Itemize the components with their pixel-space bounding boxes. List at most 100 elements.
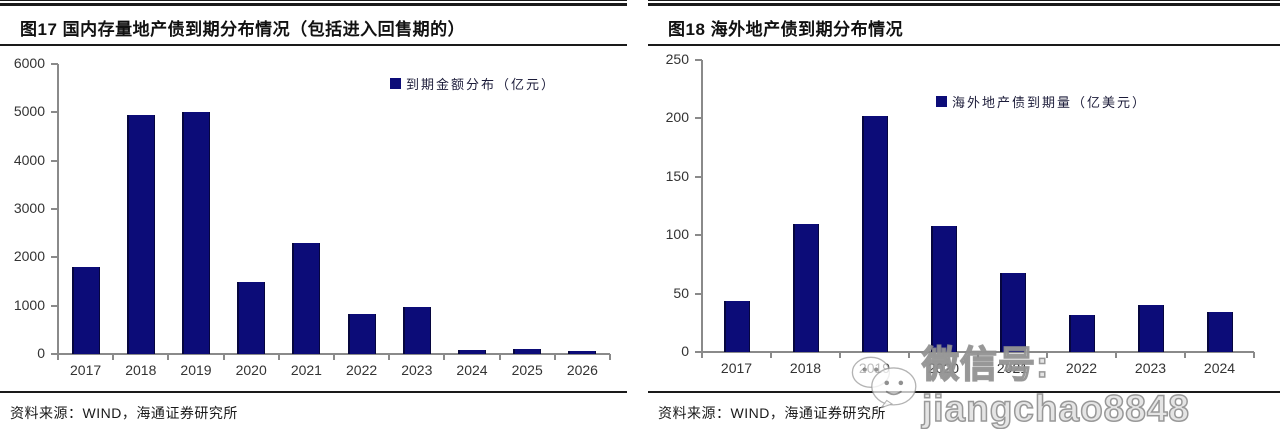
title-divider	[648, 44, 1280, 46]
x-tick-label: 2019	[180, 362, 212, 378]
x-tick-label: 2018	[125, 362, 157, 378]
y-tick-mark	[695, 292, 702, 295]
x-tick-label: 2019	[858, 360, 891, 376]
y-axis-line	[57, 64, 59, 354]
x-tick-mark	[277, 354, 280, 360]
chart-title-domestic: 图17 国内存量地产债到期分布情况（包括进入回售期的）	[20, 20, 466, 39]
top-double-rule	[0, 0, 627, 6]
x-tick-mark	[333, 354, 335, 360]
y-tick-mark	[695, 175, 702, 178]
bar-2019	[182, 112, 210, 354]
bar-2023	[1137, 305, 1164, 352]
y-tick-label: 3000	[13, 200, 45, 216]
legend-label: 到期金额分布（亿元）	[406, 77, 557, 92]
x-tick-label: 2017	[70, 362, 102, 378]
bar-2022	[347, 313, 376, 354]
source-note-overseas: 资料来源：WIND，海通证券研究所	[658, 405, 886, 421]
y-tick-label: 6000	[13, 55, 45, 71]
title-divider	[0, 44, 627, 46]
x-tick-label: 2026	[566, 362, 598, 378]
bar-2017	[723, 300, 750, 352]
x-tick-label: 2017	[720, 360, 753, 376]
x-tick-mark	[57, 354, 59, 360]
bar-2022	[1068, 314, 1095, 352]
x-tick-label: 2022	[1065, 360, 1098, 376]
domestic-bond-chart-panel: 图17 国内存量地产债到期分布情况（包括进入回售期的） 到期金额分布（亿元） 0…	[0, 0, 627, 429]
legend-overseas: 海外地产债到期量（亿美元）	[936, 92, 1147, 111]
x-tick-label: 2021	[996, 360, 1029, 376]
x-tick-label: 2023	[401, 362, 433, 378]
y-tick-mark	[51, 353, 58, 355]
y-tick-label: 5000	[13, 103, 45, 120]
x-tick-label: 2020	[235, 362, 267, 378]
x-tick-mark	[443, 354, 446, 360]
bar-2026	[568, 351, 597, 354]
legend-swatch-icon	[936, 96, 947, 107]
x-tick-label: 2020	[927, 360, 960, 376]
x-tick-mark	[977, 352, 979, 358]
y-tick-mark	[695, 59, 702, 61]
x-tick-mark	[222, 354, 225, 360]
legend-domestic: 到期金额分布（亿元）	[390, 74, 556, 93]
y-tick-mark	[51, 63, 58, 65]
x-tick-mark	[770, 352, 772, 358]
x-tick-mark	[498, 354, 501, 360]
x-tick-mark	[701, 352, 703, 358]
y-tick-mark	[695, 351, 702, 353]
x-tick-mark	[167, 354, 170, 360]
x-tick-label: 2018	[789, 360, 822, 376]
chart-title-overseas: 图18 海外地产债到期分布情况	[668, 20, 904, 39]
y-tick-label: 0	[37, 345, 45, 361]
bar-2023	[402, 307, 431, 354]
source-note-domestic: 资料来源：WIND，海通证券研究所	[10, 405, 238, 421]
y-tick-mark	[51, 111, 58, 114]
y-tick-label: 200	[665, 109, 689, 126]
legend-swatch-icon	[390, 78, 401, 89]
x-tick-label: 2024	[456, 362, 488, 378]
legend-label: 海外地产债到期量（亿美元）	[952, 95, 1148, 110]
y-axis-line	[701, 60, 703, 352]
overseas-bond-chart-panel: 图18 海外地产债到期分布情况 海外地产债到期量（亿美元） 0 50 100 150 2…	[648, 0, 1280, 429]
y-tick-mark	[51, 256, 58, 259]
overseas-bond-bar-chart: 海外地产债到期量（亿美元） 0 50 100 150 200 250 2017 2018 201…	[648, 46, 1280, 391]
x-tick-label: 2021	[290, 362, 322, 378]
y-tick-label: 2000	[13, 248, 45, 265]
y-tick-label: 100	[665, 226, 689, 243]
x-tick-mark	[609, 354, 611, 360]
y-tick-label: 150	[665, 167, 689, 184]
x-tick-label: 2024	[1203, 360, 1236, 376]
domestic-bond-bar-chart: 到期金额分布（亿元） 0 1000 2000 3000 4000 5000 6000 2017…	[0, 46, 627, 391]
y-tick-label: 4000	[13, 151, 45, 168]
bar-2024	[458, 349, 486, 354]
bar-2021	[292, 242, 321, 354]
top-double-rule	[648, 0, 1280, 6]
bar-2017	[71, 267, 100, 354]
x-tick-label: 2023	[1134, 360, 1167, 376]
y-tick-label: 0	[681, 343, 689, 359]
bar-2021	[999, 272, 1026, 352]
y-tick-label: 250	[665, 51, 689, 67]
bar-2018	[792, 223, 819, 352]
source-divider	[0, 391, 627, 393]
x-tick-mark	[112, 354, 115, 360]
x-tick-mark	[1046, 352, 1048, 358]
y-tick-mark	[695, 117, 702, 120]
y-tick-mark	[51, 208, 58, 210]
source-divider	[648, 391, 1280, 393]
x-tick-mark	[839, 352, 841, 358]
x-tick-label: 2025	[511, 362, 543, 378]
bar-2020	[930, 225, 957, 352]
bar-2025	[513, 349, 542, 354]
x-tick-mark	[553, 354, 556, 360]
bar-2018	[126, 114, 155, 354]
bar-2020	[237, 281, 266, 354]
x-tick-mark	[1115, 352, 1117, 358]
y-tick-mark	[51, 304, 58, 307]
y-tick-label: 1000	[13, 296, 45, 313]
x-tick-mark	[1253, 352, 1255, 358]
y-tick-mark	[695, 234, 702, 237]
x-tick-mark	[1184, 352, 1186, 358]
x-tick-mark	[388, 354, 391, 360]
y-tick-label: 50	[673, 284, 689, 301]
